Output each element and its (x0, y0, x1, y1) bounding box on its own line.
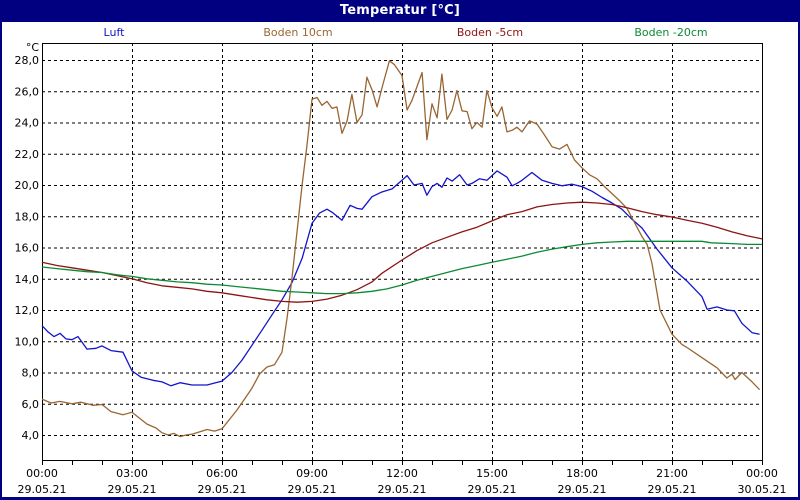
y-tick-label-16: 16,0 (15, 242, 40, 255)
y-tick-label-20: 20,0 (15, 179, 40, 192)
x-tick-time: 12:00 (386, 467, 418, 480)
x-axis-labels: 00:00 29.05.21 03:00 29.05.21 06:00 29.05.21 0… (18, 467, 787, 496)
x-tick-time: 18:00 (566, 467, 598, 480)
x-tick-time: 00:00 (26, 467, 58, 480)
x-tick-time: 21:00 (656, 467, 688, 480)
x-tick-date: 29.05.21 (198, 483, 247, 496)
y-tick-label-22: 22,0 (15, 148, 40, 161)
y-tick-label-24: 24,0 (15, 117, 40, 130)
legend-label-boden-20cm: Boden -20cm (634, 26, 708, 39)
y-axis-labels: °C28,0 26,0 24,0 22,0 20,0 18,0 16,0 14,0 12,0 10… (15, 41, 40, 442)
y-tick-label-14: 14,0 (15, 273, 40, 286)
y-tick-label-6: 6,0 (22, 398, 40, 411)
y-tick-label-8: 8,0 (22, 367, 40, 380)
x-tick-date: 30.05.21 (738, 483, 787, 496)
gridlines (42, 43, 762, 460)
y-tick-label-10: 10,0 (15, 335, 40, 348)
x-tick-time: 00:00 (746, 467, 778, 480)
y-tick-label-4: 4,0 (22, 429, 40, 442)
x-tick-date: 29.05.21 (648, 483, 697, 496)
y-tick-label-26: 26,0 (15, 85, 40, 98)
x-tick-date: 29.05.21 (108, 483, 157, 496)
x-tick-date: 29.05.21 (288, 483, 337, 496)
x-minor-ticks (42, 460, 763, 465)
window-title: Temperatur [°C] (339, 3, 461, 18)
x-tick-date: 29.05.21 (558, 483, 607, 496)
x-tick-date: 29.05.21 (468, 483, 517, 496)
x-tick-time: 06:00 (206, 467, 238, 480)
x-tick-time: 15:00 (476, 467, 508, 480)
series-line-boden-20cm (41, 240, 762, 295)
y-tick-label-12: 12,0 (15, 304, 40, 317)
y-axis-unit: °C (26, 41, 40, 54)
window-title-bar: Temperatur [°C] (2, 0, 798, 22)
legend-label-boden-5cm: Boden -5cm (456, 26, 524, 39)
series-line-boden-10cm (41, 60, 761, 438)
x-tick-date: 29.05.21 (378, 483, 427, 496)
legend-label-boden-10cm: Boden 10cm (263, 26, 333, 39)
y-tick-label-18: 18,0 (15, 210, 40, 223)
legend-label-luft: Luft (103, 26, 125, 39)
x-tick-time: 03:00 (116, 467, 148, 480)
series-line-luft (41, 170, 760, 387)
x-tick-time: 09:00 (296, 467, 328, 480)
y-tick-label-28: 28,0 (15, 54, 40, 67)
x-tick-date: 29.05.21 (18, 483, 67, 496)
series-line-boden-5cm (41, 201, 763, 303)
